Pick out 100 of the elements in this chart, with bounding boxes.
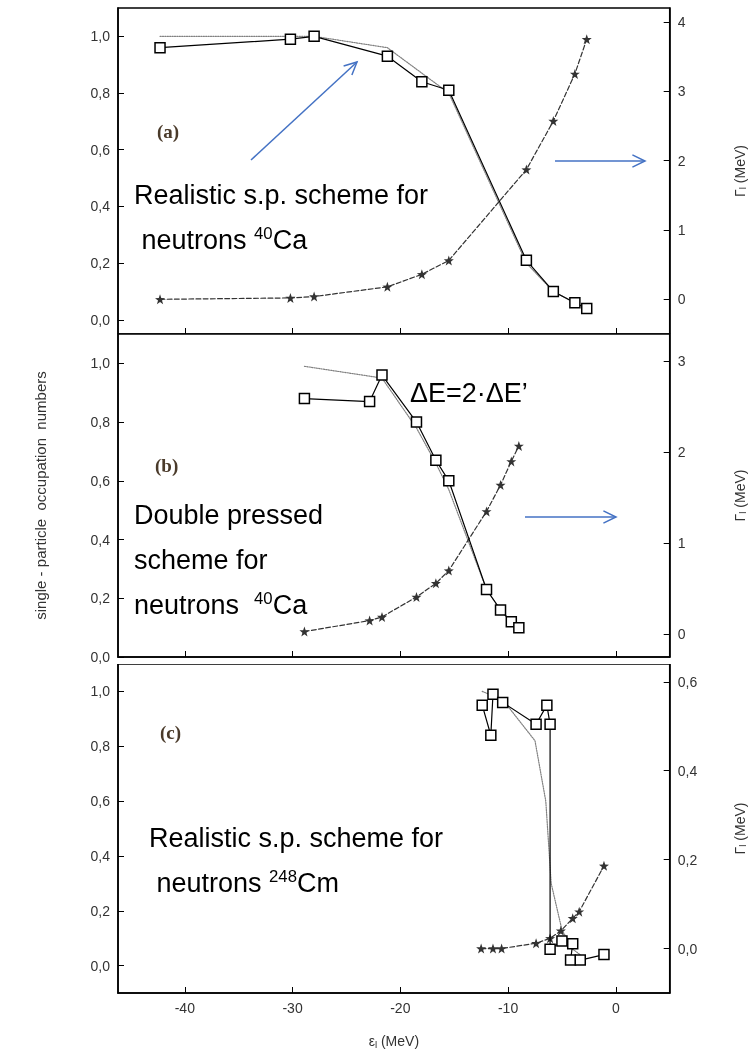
point (299, 626, 310, 637)
point (547, 285, 560, 298)
y2-tick-label: 1 (677, 221, 686, 238)
point (485, 729, 497, 742)
point (443, 84, 455, 96)
point (513, 440, 524, 451)
point (496, 943, 507, 954)
x-tick-label: -20 (390, 1000, 411, 1016)
point (416, 269, 427, 280)
point (521, 164, 532, 175)
y-tick-label: 1,0 (90, 355, 111, 372)
annotation: (c) (160, 721, 182, 744)
point (567, 913, 578, 924)
y2-axis-title: Γl (MeV) (731, 145, 749, 197)
point (364, 615, 375, 626)
x-tick-label: -40 (174, 1000, 196, 1016)
point (476, 699, 488, 711)
point (411, 591, 422, 602)
x-tick-label: 0 (611, 1000, 620, 1016)
point (556, 935, 568, 947)
point (495, 480, 506, 491)
annotation: ΔE=2·ΔE’ (410, 377, 528, 408)
point (381, 50, 394, 62)
y-tick-label: 1,0 (90, 683, 111, 700)
x-tick-label: -10 (497, 1000, 519, 1016)
point (480, 583, 493, 596)
point (443, 475, 455, 487)
point (416, 75, 428, 88)
y2-axis-title: Γl (MeV) (731, 469, 749, 522)
y-tick-label: 0,0 (90, 311, 111, 328)
y-tick-label: 0,4 (90, 198, 111, 215)
y-tick-label: 0,6 (90, 141, 111, 158)
y-tick-label: 0,8 (90, 85, 111, 102)
y-tick-label: 1,0 (90, 28, 111, 45)
point (443, 565, 454, 576)
point (494, 604, 507, 616)
point (566, 937, 579, 950)
annotation: (b) (155, 454, 179, 477)
point (513, 621, 525, 634)
y2-tick-label: 2 (677, 152, 686, 169)
y2-tick-label: 0,0 (677, 940, 698, 957)
point (496, 696, 509, 709)
point (487, 688, 499, 700)
y-tick-label: 0,0 (90, 957, 111, 974)
point (544, 718, 556, 731)
y-tick-label: 0,6 (90, 793, 111, 810)
y2-tick-label: 3 (677, 353, 686, 370)
point (377, 611, 387, 622)
y2-tick-label: 0 (677, 626, 686, 643)
point (520, 254, 533, 267)
point (430, 578, 441, 589)
point (410, 416, 423, 428)
y-tick-label: 0,4 (90, 531, 111, 548)
y-tick-label: 0,2 (90, 255, 111, 272)
point (284, 33, 297, 45)
point (155, 294, 166, 305)
y2-axis-title: Γl (MeV) (731, 802, 749, 855)
point (481, 506, 492, 517)
y-tick-label: 0,2 (90, 590, 111, 607)
point (581, 34, 592, 45)
point (363, 395, 376, 408)
point (298, 392, 311, 405)
point (544, 943, 556, 955)
point (506, 456, 517, 467)
point (376, 369, 388, 381)
y-tick-label: 0,4 (90, 847, 111, 864)
point (531, 938, 542, 949)
y2-tick-label: 1 (677, 535, 686, 552)
y2-tick-label: 3 (677, 83, 686, 100)
point (574, 906, 585, 917)
point (443, 255, 454, 266)
annotation: (a) (157, 120, 180, 143)
y-tick-label: 0,6 (90, 472, 111, 489)
point (548, 116, 559, 127)
y2-tick-label: 4 (677, 13, 686, 30)
y2-tick-label: 0,6 (677, 673, 698, 690)
point (598, 860, 609, 871)
point (487, 943, 498, 954)
point (285, 292, 296, 303)
point (430, 454, 442, 467)
x-tick-label: -30 (282, 1000, 303, 1016)
y-tick-label: 0,0 (90, 649, 111, 665)
point (598, 948, 610, 961)
y2-tick-label: 0,4 (677, 762, 698, 779)
point (564, 954, 577, 966)
point (580, 302, 593, 315)
point (541, 699, 553, 711)
y2-tick-label: 2 (677, 444, 686, 461)
y2-tick-label: 0,2 (677, 851, 698, 868)
point (476, 943, 487, 954)
point (569, 68, 580, 79)
point (309, 291, 320, 302)
y-tick-label: 0,2 (90, 902, 111, 919)
point (308, 30, 320, 43)
y-tick-label: 0,8 (90, 414, 111, 431)
y2-tick-label: 0 (677, 291, 686, 308)
y-tick-label: 0,8 (90, 738, 111, 755)
point (530, 718, 542, 731)
point (154, 41, 166, 54)
y-axis-title: single - particle occupation numbers (32, 371, 49, 620)
